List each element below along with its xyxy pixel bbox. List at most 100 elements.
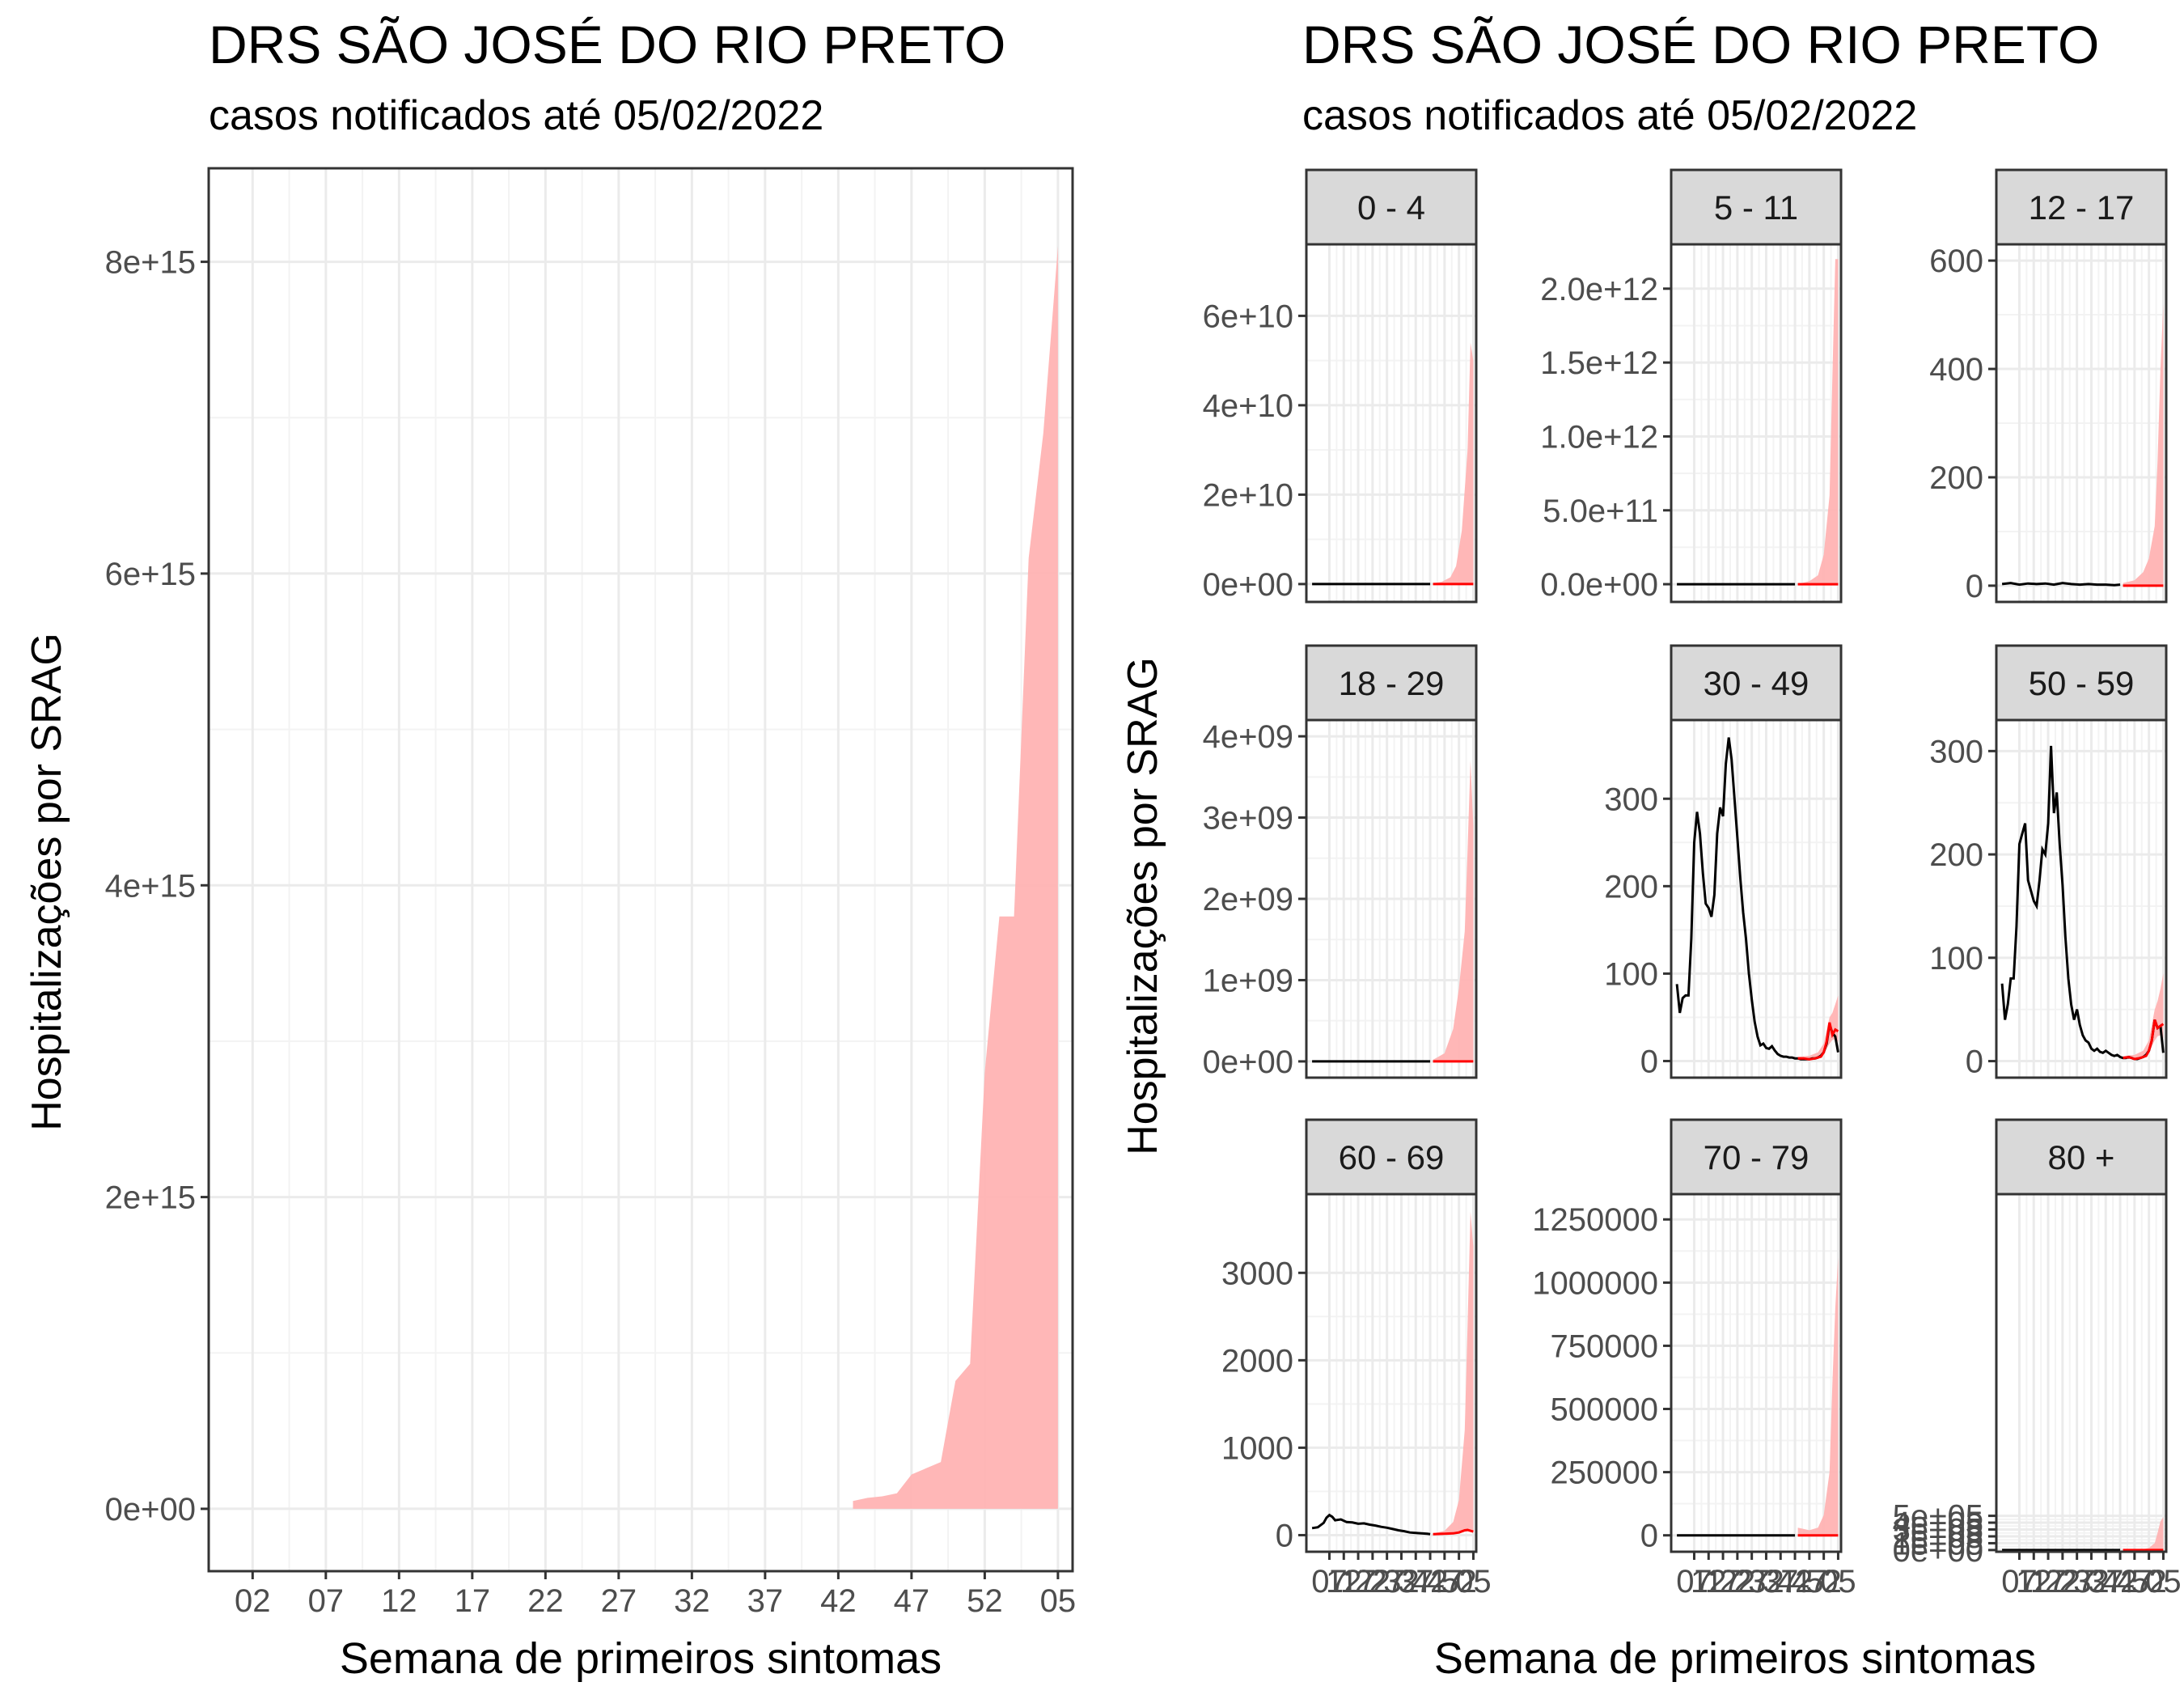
nowcast-series-line: [1797, 1022, 1839, 1061]
facet-strip-label: 12 - 17: [2029, 189, 2135, 227]
confidence-band: [1797, 1257, 1839, 1536]
facet-strip: [1305, 1118, 1478, 1196]
facet-panel: 30 - 49 0 100 200 300: [1604, 644, 1843, 1079]
y-tick-label: 1000000: [1532, 1265, 1658, 1301]
left-x-axis-label: Semana de primeiros sintomas: [340, 1634, 942, 1683]
y-tick-label: 1250000: [1532, 1202, 1658, 1238]
facet-panel: 18 - 29 0e+00 1e+09 2e+09 3e+09 4e+09: [1203, 644, 1478, 1080]
y-tick-label: 1e+05: [1893, 1526, 1983, 1561]
y-tick-label: 1e+09: [1203, 963, 1293, 998]
facet-strip-label: 0 - 4: [1357, 189, 1425, 227]
panel-border: [1670, 243, 1843, 604]
y-tick-label: 4e+10: [1203, 388, 1293, 424]
x-tick-label: 02: [235, 1583, 271, 1619]
x-tick-label: 12: [1326, 1564, 1362, 1599]
y-tick-label: 1.0e+12: [1540, 419, 1658, 455]
confidence-band: [853, 246, 1058, 1509]
facet-strip-label: 60 - 69: [1339, 1138, 1445, 1176]
x-tick-label: 22: [527, 1583, 564, 1619]
y-tick-label: 0: [1966, 1044, 1983, 1080]
y-tick-label: 100: [1604, 956, 1658, 992]
x-tick-label: 07: [308, 1583, 345, 1619]
y-tick-label: 4e+09: [1203, 719, 1293, 755]
x-tick-label: 32: [2073, 1564, 2110, 1599]
x-tick-label: 42: [1777, 1564, 1814, 1599]
y-tick-label: 0: [1276, 1518, 1293, 1553]
y-tick-label: 2e+05: [1893, 1519, 1983, 1555]
x-tick-label: 05: [1820, 1564, 1856, 1599]
y-tick-label: 3e+05: [1893, 1513, 1983, 1549]
x-tick-label: 12: [1691, 1564, 1727, 1599]
x-tick-label: 42: [820, 1583, 857, 1619]
facet-panel: 0 - 4 0e+00 2e+10 4e+10 6e+10: [1203, 168, 1478, 604]
left-chart-title: DRS SÃO JOSÉ DO RIO PRETO: [209, 15, 1005, 74]
observed-series-line: [2001, 582, 2121, 587]
confidence-band: [2123, 1517, 2164, 1550]
confidence-band: [1797, 995, 1839, 1060]
y-tick-label: 0: [1640, 1044, 1658, 1079]
nowcast-series-line: [2123, 1019, 2165, 1061]
x-tick-label: 05: [2145, 1564, 2182, 1599]
panel-border: [1305, 1193, 1478, 1553]
y-tick-label: 0.0e+00: [1540, 567, 1658, 603]
y-tick-label: 4e+15: [105, 868, 196, 904]
x-tick-label: 22: [1355, 1564, 1391, 1599]
x-tick-label: 27: [1733, 1564, 1770, 1599]
x-tick-label: 32: [1383, 1564, 1420, 1599]
y-tick-label: 300: [1929, 734, 1983, 769]
x-tick-label: 27: [2059, 1564, 2095, 1599]
left-chart-subtitle: casos notificados até 05/02/2022: [209, 92, 823, 139]
x-tick-label: 17: [455, 1583, 491, 1619]
right-x-axis-label: Semana de primeiros sintomas: [1434, 1634, 2036, 1683]
y-tick-label: 0: [1966, 569, 1983, 604]
x-tick-label: 42: [2102, 1564, 2139, 1599]
x-tick-label: 17: [1340, 1564, 1377, 1599]
panel-border: [207, 167, 1074, 1573]
panel-background: [1996, 720, 2166, 1078]
panel-background: [1306, 244, 1476, 602]
x-tick-label: 47: [2117, 1564, 2153, 1599]
x-tick-label: 32: [1748, 1564, 1784, 1599]
y-tick-label: 0: [1640, 1519, 1658, 1554]
panel-background: [1996, 1194, 2166, 1552]
facet-strip: [1305, 168, 1478, 246]
panel-border: [1305, 243, 1478, 604]
x-tick-label: 37: [1763, 1564, 1799, 1599]
y-tick-label: 3e+09: [1203, 801, 1293, 837]
x-tick-label: 17: [1705, 1564, 1742, 1599]
x-tick-label: 22: [2045, 1564, 2081, 1599]
x-tick-label: 47: [1427, 1564, 1463, 1599]
left-chart: 0e+00 2e+15 4e+15 6e+15 8e+15 02 07 12 17 22 27 32 3…: [105, 167, 1076, 1619]
confidence-band: [2123, 303, 2164, 586]
right-y-axis-label: Hospitalizações por SRAG: [1120, 657, 1166, 1155]
y-tick-label: 400: [1929, 352, 1983, 388]
y-tick-label: 4e+05: [1893, 1506, 1983, 1541]
x-tick-label: 07: [2001, 1564, 2038, 1599]
y-tick-label: 100: [1929, 941, 1983, 977]
confidence-band: [1433, 1211, 1474, 1535]
x-tick-label: 52: [2131, 1564, 2167, 1599]
x-tick-label: 37: [1398, 1564, 1434, 1599]
facet-panel: 50 - 59 0 100 200 300: [1929, 644, 2168, 1080]
x-tick-label: 07: [1311, 1564, 1348, 1599]
right-chart-title: DRS SÃO JOSÉ DO RIO PRETO: [1302, 15, 2099, 74]
y-tick-label: 3000: [1221, 1256, 1293, 1291]
facet-strip: [1995, 1118, 2168, 1196]
y-tick-label: 500000: [1551, 1392, 1658, 1428]
panel-border: [1995, 718, 2168, 1079]
y-tick-label: 2.0e+12: [1540, 272, 1658, 307]
facet-strip: [1305, 644, 1478, 722]
y-tick-label: 2e+09: [1203, 882, 1293, 917]
confidence-band: [1797, 259, 1839, 585]
y-tick-label: 2e+10: [1203, 477, 1293, 513]
y-tick-label: 8e+15: [105, 245, 196, 281]
panel-background: [1306, 1194, 1476, 1552]
x-tick-label: 47: [894, 1583, 930, 1619]
facet-strip-label: 18 - 29: [1339, 664, 1445, 702]
y-tick-label: 2000: [1221, 1343, 1293, 1379]
x-tick-label: 27: [1369, 1564, 1405, 1599]
facet-strip-label: 50 - 59: [2029, 664, 2135, 702]
y-tick-label: 600: [1929, 244, 1983, 279]
